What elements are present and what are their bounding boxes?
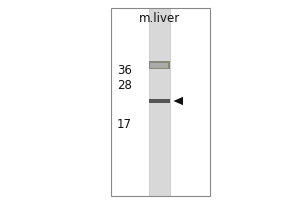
Bar: [150, 63, 168, 68]
Bar: [148, 61, 170, 69]
Polygon shape: [173, 97, 183, 105]
Text: 17: 17: [117, 117, 132, 130]
Text: 28: 28: [117, 79, 132, 92]
Bar: [111, 8, 210, 196]
Text: m.liver: m.liver: [138, 11, 180, 24]
Bar: [148, 99, 170, 103]
Text: 36: 36: [117, 64, 132, 77]
Bar: [148, 8, 170, 196]
